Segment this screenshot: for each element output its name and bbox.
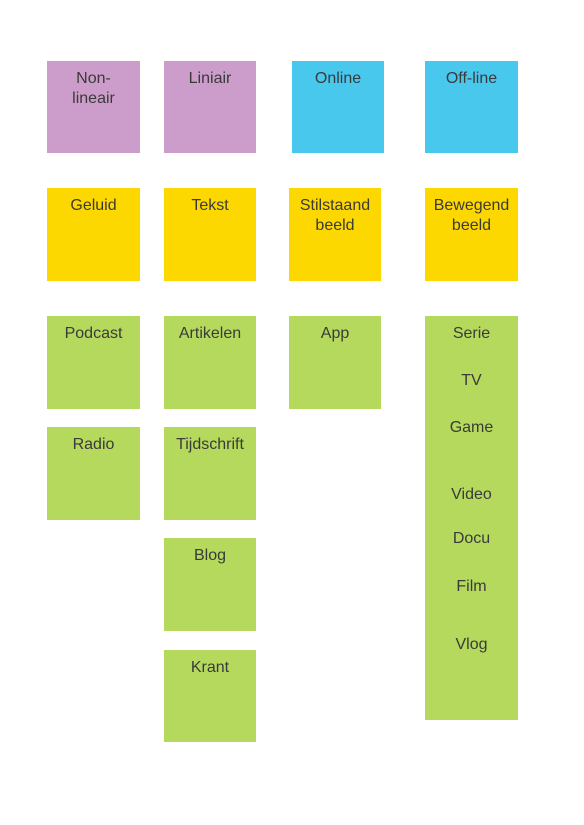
note-label: Stilstaand beeld: [299, 197, 371, 234]
note-bewegend-beeld: Bewegend beeld: [425, 188, 518, 281]
note-label: Bewegend beeld: [433, 197, 510, 234]
note-non-lineair: Non- lineair: [47, 61, 140, 153]
note-item: Game: [449, 419, 494, 436]
note-item: Vlog: [455, 636, 488, 653]
note-item: Serie: [452, 325, 491, 342]
note-label: Artikelen: [178, 325, 242, 342]
note-bewegend-list: Serie TV Game Video Docu Film Vlog: [425, 316, 518, 720]
note-stilstaand-beeld: Stilstaand beeld: [289, 188, 381, 281]
note-item: TV: [461, 372, 482, 389]
note-tijdschrift: Tijdschrift: [164, 427, 256, 520]
note-blog: Blog: [164, 538, 256, 631]
note-label: Liniair: [188, 70, 232, 87]
note-geluid: Geluid: [47, 188, 140, 281]
note-tekst: Tekst: [164, 188, 256, 281]
note-online: Online: [292, 61, 384, 153]
note-item: Video: [451, 486, 492, 503]
note-label: Podcast: [64, 325, 123, 342]
note-label: Krant: [190, 659, 230, 676]
note-label: Non- lineair: [72, 70, 115, 107]
note-item: Docu: [452, 530, 491, 547]
note-label: Blog: [193, 547, 227, 564]
note-label: App: [320, 325, 350, 342]
note-app: App: [289, 316, 381, 409]
note-radio: Radio: [47, 427, 140, 520]
note-krant: Krant: [164, 650, 256, 742]
note-label: Online: [314, 70, 362, 87]
note-item: Film: [456, 578, 487, 595]
note-off-line: Off-line: [425, 61, 518, 153]
note-liniair: Liniair: [164, 61, 256, 153]
note-label: Radio: [72, 436, 115, 453]
note-label: Tekst: [191, 197, 229, 214]
note-label: Off-line: [445, 70, 498, 87]
note-label: Tijdschrift: [176, 436, 244, 453]
note-artikelen: Artikelen: [164, 316, 256, 409]
note-podcast: Podcast: [47, 316, 140, 409]
note-label: Geluid: [70, 197, 117, 214]
